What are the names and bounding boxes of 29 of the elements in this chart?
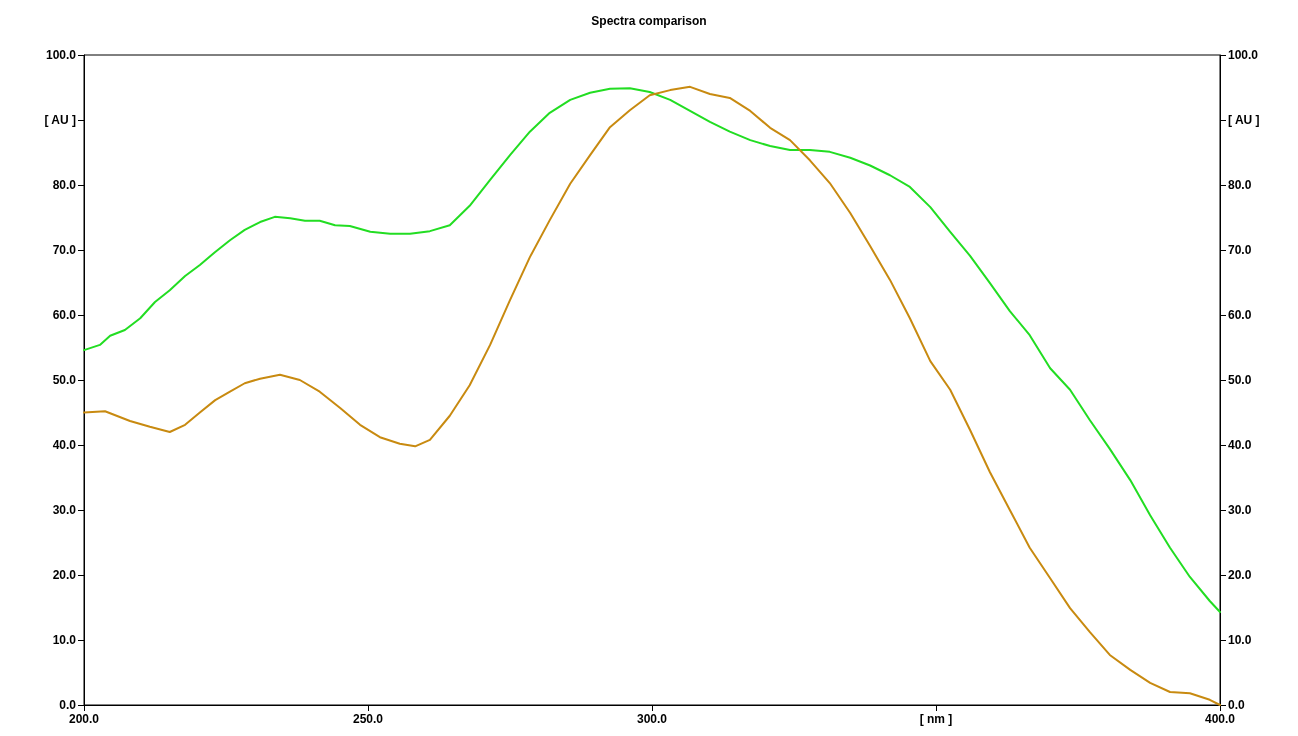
x-tick-label: 300.0 xyxy=(636,712,668,726)
y2-tick-label: 60.0 xyxy=(1228,308,1252,322)
y2-tick-label: 30.0 xyxy=(1228,503,1252,517)
y-tick-label: 30.0 xyxy=(52,503,77,517)
chart-title: Spectra comparison xyxy=(591,14,707,28)
y-tick-label: 0.0 xyxy=(59,698,77,712)
y-tick-label: 70.0 xyxy=(52,243,77,257)
y-tick-label: 60.0 xyxy=(52,308,77,322)
y-tick-label: 50.0 xyxy=(52,373,77,387)
y2-tick-label: 20.0 xyxy=(1228,568,1252,582)
line-series xyxy=(83,87,1221,614)
y2-tick-label: 10.0 xyxy=(1228,633,1252,647)
y2-tick-label: 80.0 xyxy=(1228,178,1252,192)
y-tick-label: 20.0 xyxy=(52,568,77,582)
x-tick-label: 400.0 xyxy=(1204,712,1236,726)
y-tick-label: 80.0 xyxy=(52,178,77,192)
y2-tick-label: 70.0 xyxy=(1228,243,1252,257)
x-tick-label: 200.0 xyxy=(68,712,100,726)
y-tick-label: 100.0 xyxy=(45,48,77,62)
y2-tick-label: 0.0 xyxy=(1228,698,1246,712)
y2-tick-label: [ AU ] xyxy=(1228,113,1260,127)
y-tick-label: [ AU ] xyxy=(44,113,76,127)
y2-tick-label: 40.0 xyxy=(1228,438,1252,452)
y-tick-label: 40.0 xyxy=(52,438,77,452)
x-tick-label: [ nm ] xyxy=(919,712,953,726)
y-tick-label: 10.0 xyxy=(52,633,77,647)
y2-tick-label: 100.0 xyxy=(1228,48,1259,62)
x-tick-label: 250.0 xyxy=(352,712,384,726)
y2-tick-label: 50.0 xyxy=(1228,373,1252,387)
